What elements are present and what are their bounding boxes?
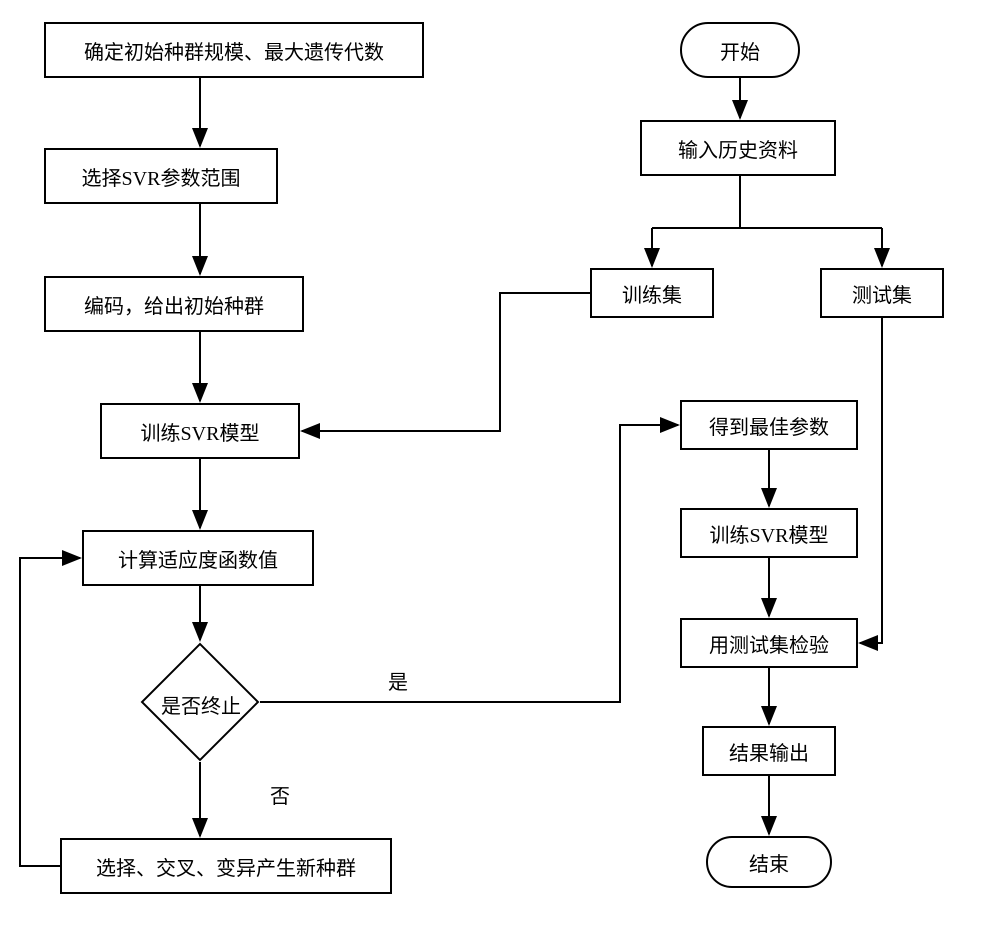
node-history: 输入历史资料 [640, 120, 836, 176]
node-train-svr-left-label: 训练SVR模型 [141, 417, 260, 446]
node-train-svr-right-label: 训练SVR模型 [710, 519, 829, 548]
node-train-svr-left: 训练SVR模型 [100, 403, 300, 459]
node-output-label: 结果输出 [729, 737, 809, 766]
node-svr-range: 选择SVR参数范围 [44, 148, 278, 204]
node-testset-label: 测试集 [852, 279, 912, 308]
node-svr-range-label: 选择SVR参数范围 [82, 162, 241, 191]
node-train-svr-right: 训练SVR模型 [680, 508, 858, 558]
node-start-label: 开始 [720, 36, 760, 65]
flowchart-arrows [0, 0, 1000, 945]
node-test-check-label: 用测试集检验 [709, 629, 829, 658]
node-trainset: 训练集 [590, 268, 714, 318]
node-test-check: 用测试集检验 [680, 618, 858, 668]
node-end: 结束 [706, 836, 832, 888]
node-best-params: 得到最佳参数 [680, 400, 858, 450]
node-new-pop: 选择、交叉、变异产生新种群 [60, 838, 392, 894]
node-start: 开始 [680, 22, 800, 78]
node-testset: 测试集 [820, 268, 944, 318]
node-output: 结果输出 [702, 726, 836, 776]
node-best-params-label: 得到最佳参数 [709, 411, 829, 440]
node-fitness: 计算适应度函数值 [82, 530, 314, 586]
node-init-label: 确定初始种群规模、最大遗传代数 [84, 36, 384, 65]
node-trainset-label: 训练集 [622, 279, 682, 308]
node-encode: 编码，给出初始种群 [44, 276, 304, 332]
node-fitness-label: 计算适应度函数值 [118, 544, 278, 573]
node-decision-label: 是否终止 [156, 690, 246, 719]
node-history-label: 输入历史资料 [678, 134, 798, 163]
node-new-pop-label: 选择、交叉、变异产生新种群 [96, 852, 356, 881]
node-end-label: 结束 [749, 848, 789, 877]
node-init: 确定初始种群规模、最大遗传代数 [44, 22, 424, 78]
edge-label-yes: 是 [388, 666, 408, 695]
node-encode-label: 编码，给出初始种群 [84, 290, 264, 319]
edge-label-no: 否 [270, 780, 290, 809]
